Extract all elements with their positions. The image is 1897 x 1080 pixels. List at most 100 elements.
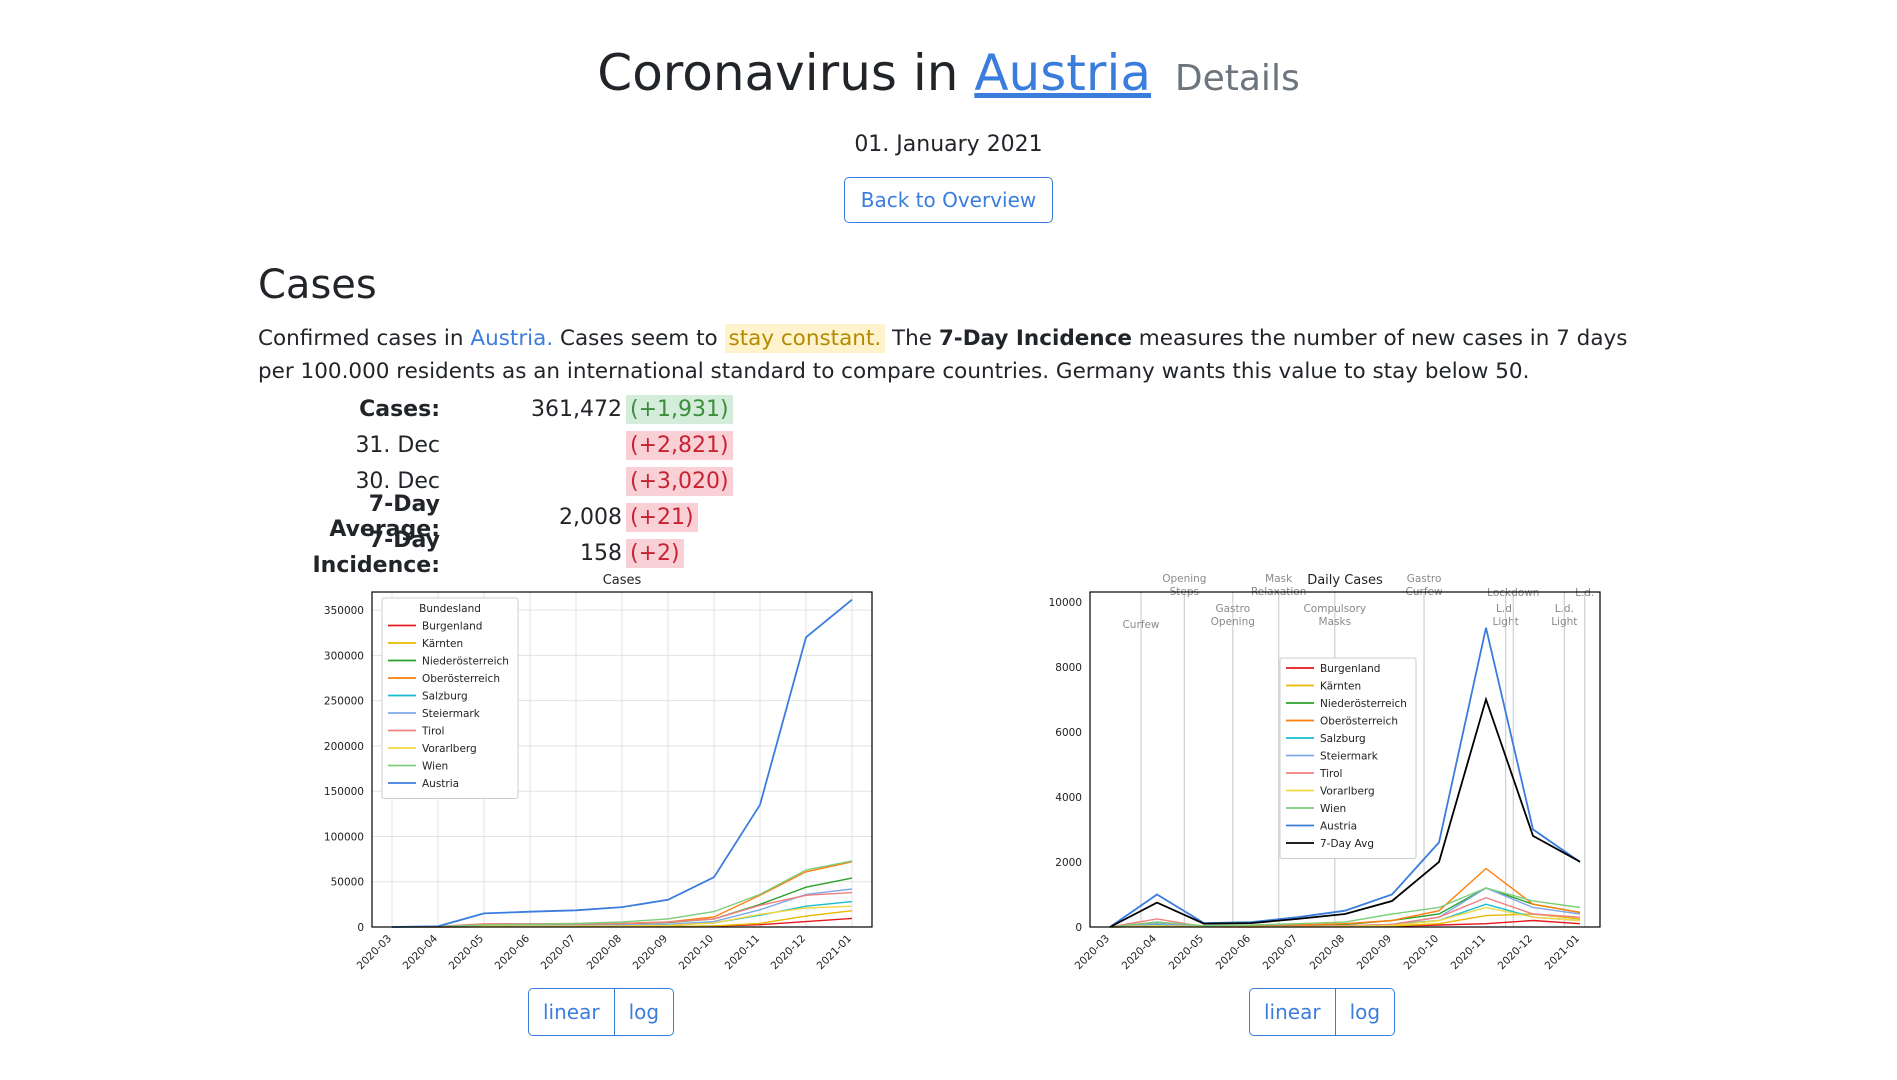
- x-tick-label: 2020-12: [769, 933, 809, 973]
- stat-delta: (+21): [626, 502, 698, 532]
- trend-badge: stay constant.: [724, 324, 886, 353]
- y-tick-label: 2000: [1055, 857, 1082, 869]
- legend-label: Oberösterreich: [422, 673, 500, 685]
- y-tick-label: 150000: [324, 786, 364, 798]
- plot-frame: [371, 591, 873, 928]
- series-line-7-day-avg: [1109, 696, 1581, 928]
- stat-label: 31. Dec: [355, 432, 440, 458]
- legend-label: Wien: [422, 761, 448, 773]
- x-tick-label: 2020-11: [1449, 933, 1489, 973]
- stats-table: Cases: 361,472 (+1,931) 31. Dec (+2,821)…: [258, 391, 733, 578]
- event-label: Light: [1493, 616, 1519, 628]
- section-title-cases: Cases: [258, 262, 377, 308]
- legend-label: Niederösterreich: [1320, 698, 1407, 710]
- stat-row: 7-Day Incidence: 158 (+2): [258, 528, 733, 578]
- series-line-wien: [1109, 887, 1581, 928]
- legend-label: Burgenland: [422, 621, 482, 633]
- legend-label: Salzburg: [422, 691, 468, 703]
- series-line-tirol: [391, 891, 853, 928]
- chart-title: Cases: [603, 573, 642, 588]
- title-prefix: Coronavirus in: [597, 44, 959, 102]
- x-tick-label: 2020-10: [677, 933, 717, 973]
- stat-delta: (+1,931): [626, 394, 733, 424]
- event-label: Light: [1551, 616, 1577, 628]
- linear-scale-button[interactable]: linear: [1249, 988, 1336, 1036]
- desc-text: measures the number of new cases in 7 da…: [258, 326, 1628, 384]
- stat-label: Cases:: [359, 396, 440, 422]
- chart-title: Daily Cases: [1307, 573, 1383, 588]
- y-tick-label: 250000: [324, 696, 364, 708]
- y-tick-label: 200000: [324, 741, 364, 753]
- y-tick-label: 50000: [331, 877, 364, 889]
- x-tick-label: 2021-01: [815, 933, 855, 973]
- page-title: Coronavirus in Austria Details: [0, 38, 1897, 114]
- stat-value: 2,008: [559, 504, 622, 530]
- legend-label: Kärnten: [422, 638, 463, 650]
- stat-row: 30. Dec (+3,020): [258, 463, 733, 499]
- x-tick-label: 2020-08: [585, 933, 625, 973]
- x-tick-label: 2020-04: [401, 932, 441, 972]
- x-tick-label: 2021-01: [1543, 933, 1583, 973]
- stat-label: 30. Dec: [355, 468, 440, 494]
- x-tick-label: 2020-06: [493, 932, 533, 972]
- stat-row: 7-Day Average: 2,008 (+21): [258, 492, 733, 542]
- desc-text: The: [885, 326, 939, 351]
- desc-country-link[interactable]: Austria.: [470, 326, 554, 351]
- event-label: Opening: [1162, 573, 1206, 585]
- x-tick-label: 2020-08: [1308, 933, 1348, 973]
- y-tick-label: 10000: [1049, 597, 1082, 609]
- x-tick-label: 2020-10: [1402, 933, 1442, 973]
- country-link[interactable]: Austria: [974, 44, 1151, 102]
- x-tick-label: 2020-05: [1167, 933, 1207, 973]
- legend-label: Niederösterreich: [422, 656, 509, 668]
- event-label: Gastro: [1215, 603, 1250, 615]
- stat-value: 158: [580, 540, 622, 566]
- linear-scale-button[interactable]: linear: [528, 988, 615, 1036]
- y-tick-label: 0: [1075, 922, 1082, 934]
- event-label: Gastro: [1407, 573, 1442, 585]
- stat-delta: (+3,020): [626, 466, 733, 496]
- log-scale-button[interactable]: log: [1335, 988, 1396, 1036]
- stat-label: 7-Day Incidence:: [312, 528, 440, 578]
- event-label: Lockdown: [1487, 587, 1539, 599]
- event-label: L.d.: [1555, 603, 1574, 615]
- legend-label: Austria: [1320, 821, 1357, 833]
- cases-scale-toggle: linear log: [528, 988, 675, 1036]
- x-tick-label: 2020-07: [1261, 933, 1301, 973]
- daily-cases-chart: Daily Cases Curfew Opening Steps Gastro Openi…: [1030, 568, 1630, 988]
- back-to-overview-button[interactable]: Back to Overview: [843, 177, 1054, 223]
- x-tick-label: 2020-11: [723, 933, 763, 973]
- y-tick-label: 350000: [324, 605, 364, 617]
- legend-label: Kärnten: [1320, 681, 1361, 693]
- x-tick-label: 2020-03: [1073, 933, 1113, 973]
- y-tick-label: 6000: [1055, 727, 1082, 739]
- stat-value: 361,472: [531, 396, 622, 422]
- legend-label: Salzburg: [1320, 733, 1366, 745]
- x-tick-label: 2020-05: [447, 933, 487, 973]
- legend-label: 7-Day Avg: [1320, 838, 1374, 850]
- stat-label: 7-Day Average:: [329, 492, 440, 542]
- x-tick-label: 2020-12: [1496, 933, 1536, 973]
- x-tick-label: 2020-03: [355, 933, 395, 973]
- event-label: Mask: [1265, 573, 1293, 585]
- legend-label: Steiermark: [422, 708, 481, 720]
- legend-label: Vorarlberg: [422, 743, 477, 755]
- event-label: Opening: [1211, 616, 1255, 628]
- daily-cases-chart-svg: Daily CasesCurfewOpeningStepsGastroOpeni…: [1049, 573, 1601, 973]
- cases-chart-svg: Cases 0 50000 100000 150000 200000 250000 30000…: [324, 573, 873, 973]
- cases-description: Confirmed cases in Austria. Cases seem t…: [258, 322, 1658, 388]
- event-label: Curfew: [1122, 619, 1159, 631]
- daily-scale-toggle: linear log: [1249, 988, 1396, 1036]
- event-label: L.d.: [1575, 587, 1594, 599]
- x-tick-label: 2020-09: [631, 933, 671, 973]
- y-tick-label: 8000: [1055, 662, 1082, 674]
- event-label: Masks: [1319, 616, 1352, 628]
- legend-label: Vorarlberg: [1320, 786, 1375, 798]
- stat-row: Cases: 361,472 (+1,931): [258, 391, 733, 427]
- legend-label: Tirol: [1319, 768, 1342, 780]
- log-scale-button[interactable]: log: [614, 988, 675, 1036]
- legend-label: Steiermark: [1320, 751, 1379, 763]
- stat-row: 31. Dec (+2,821): [258, 427, 733, 463]
- series-line-austria: [1109, 627, 1581, 928]
- plot-frame: [1089, 591, 1601, 928]
